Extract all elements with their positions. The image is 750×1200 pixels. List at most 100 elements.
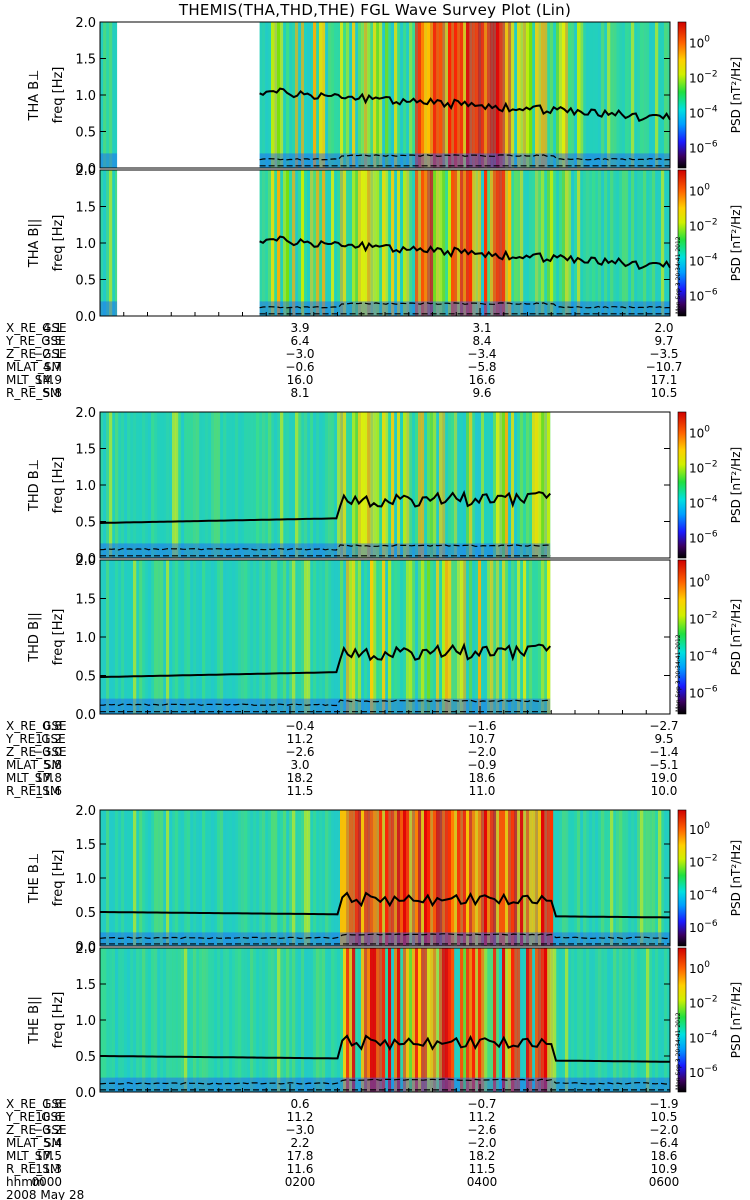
spectrogram-strip	[139, 412, 143, 558]
spectrogram-strip	[268, 560, 272, 714]
spectrogram-strip	[475, 412, 479, 558]
orbit-value: 11.6	[35, 784, 62, 798]
spectrogram-strip	[319, 560, 323, 714]
spectrogram-strip	[505, 22, 509, 168]
spectrogram-strip	[526, 22, 530, 168]
orbit-value: −1.6	[467, 719, 496, 733]
spectrogram-strip	[148, 412, 152, 558]
spectrogram-strip	[427, 560, 431, 714]
spectrogram-strip	[280, 170, 284, 316]
dashed-frequency-trace	[259, 154, 670, 161]
spectrogram-strip	[121, 810, 125, 946]
spectrogram-strip	[577, 948, 581, 1092]
orbit-row-label: Z_RE_GSE	[6, 347, 67, 361]
spectrogram-strip	[109, 810, 113, 946]
spectrogram-strip	[271, 948, 275, 1092]
spectrogram-strip	[394, 560, 398, 714]
spectrogram-strip	[637, 22, 641, 168]
spectrogram-strip	[433, 948, 437, 1092]
spectrogram-strip	[277, 22, 281, 168]
spectrogram-strip	[622, 22, 626, 168]
spectrogram-strip	[493, 170, 497, 316]
spectrogram-strip	[466, 810, 470, 946]
colorbar	[677, 559, 687, 715]
spectrogram-strip	[124, 810, 128, 946]
spectrogram-strip	[283, 170, 287, 316]
spectrogram-strip	[523, 412, 527, 558]
spectrogram-strip	[514, 810, 518, 946]
spectrogram-strip	[163, 412, 167, 558]
spectrogram-strip	[193, 560, 197, 714]
spectrogram-strip	[292, 22, 296, 168]
y-tick-label: 0.5	[75, 906, 96, 921]
spectrogram-strip	[127, 560, 131, 714]
spectrogram-strip	[202, 412, 206, 558]
orbit-value: 11.0	[469, 784, 496, 798]
spectrogram-strip	[286, 948, 290, 1092]
spectrogram-strip	[364, 810, 368, 946]
spectrogram-strip	[613, 22, 617, 168]
spectrogram-strip	[208, 560, 212, 714]
spectrogram-strip	[232, 948, 236, 1092]
colorbar-tick-label: 10−4	[689, 105, 718, 121]
spectrogram-strip	[112, 560, 116, 714]
spectrogram-strip	[460, 560, 464, 714]
spectrogram-strip	[565, 22, 569, 168]
spectrogram-strip	[526, 560, 530, 714]
colorbar	[677, 809, 687, 947]
orbit-value: 9.7	[654, 334, 673, 348]
spectrogram-strip	[304, 22, 308, 168]
spectrogram-strip	[334, 810, 338, 946]
spectrogram-strip	[496, 170, 500, 316]
spectrogram-strip	[493, 22, 497, 168]
orbit-value: −2.1	[33, 347, 62, 361]
spectrogram-strip	[583, 22, 587, 168]
colorbar-tick-label: 10−6	[689, 919, 718, 935]
spectrogram-strip	[346, 22, 350, 168]
dashed-frequency-trace	[99, 544, 551, 551]
spectrogram-strip	[157, 948, 161, 1092]
spectrogram-strip	[298, 170, 302, 316]
spectrogram-strip	[583, 170, 587, 316]
orbit-value: 0.6	[290, 1097, 309, 1111]
spectrogram-strip	[496, 948, 500, 1092]
spectrogram-strip	[469, 170, 473, 316]
spectrogram-strip	[355, 810, 359, 946]
spectrogram-panel: 0.0 0.5 1.0 1.5 2.0 THA B|| freq [Hz] 100 10−2 10…	[27, 164, 743, 325]
spectrogram-strip	[295, 560, 299, 714]
spectrogram-strip	[373, 560, 377, 714]
spectrogram-strip	[250, 810, 254, 946]
spectrogram-strip	[316, 810, 320, 946]
colorbar-tick-label: 10−6	[689, 530, 718, 546]
spectrogram-strip	[265, 560, 269, 714]
spectrogram-strip	[610, 22, 614, 168]
spectrogram-strip	[265, 22, 269, 168]
spectrogram-strip	[442, 412, 446, 558]
spectrogram-strip	[469, 810, 473, 946]
spectrogram-strip	[379, 560, 383, 714]
spectrogram-strip	[286, 560, 290, 714]
spectrogram-strip	[643, 170, 647, 316]
spectrogram-strip	[217, 810, 221, 946]
spectrogram-strip	[445, 560, 449, 714]
spectrogram-strip	[358, 560, 362, 714]
spectrogram-strip	[562, 170, 566, 316]
spectrogram-strip	[352, 810, 356, 946]
spectrogram-strip	[655, 810, 659, 946]
spectrogram-strip	[280, 560, 284, 714]
orbit-value: 11.2	[35, 732, 62, 746]
spectrogram-strip	[388, 810, 392, 946]
spectrogram-strip	[640, 948, 644, 1092]
spectrogram-strip	[394, 412, 398, 558]
spectrogram-strip	[181, 810, 185, 946]
spectrogram-strip	[634, 170, 638, 316]
spectrogram-strip	[484, 948, 488, 1092]
spectrogram-strip	[463, 170, 467, 316]
y-tick-label: 0.5	[75, 670, 96, 685]
spectrogram-strip	[517, 412, 521, 558]
spectrogram-strip	[535, 810, 539, 946]
spectrogram-strip	[421, 810, 425, 946]
spectrogram-strip	[613, 810, 617, 946]
spectrogram-strip	[496, 560, 500, 714]
orbit-value: 18.2	[469, 1149, 496, 1163]
